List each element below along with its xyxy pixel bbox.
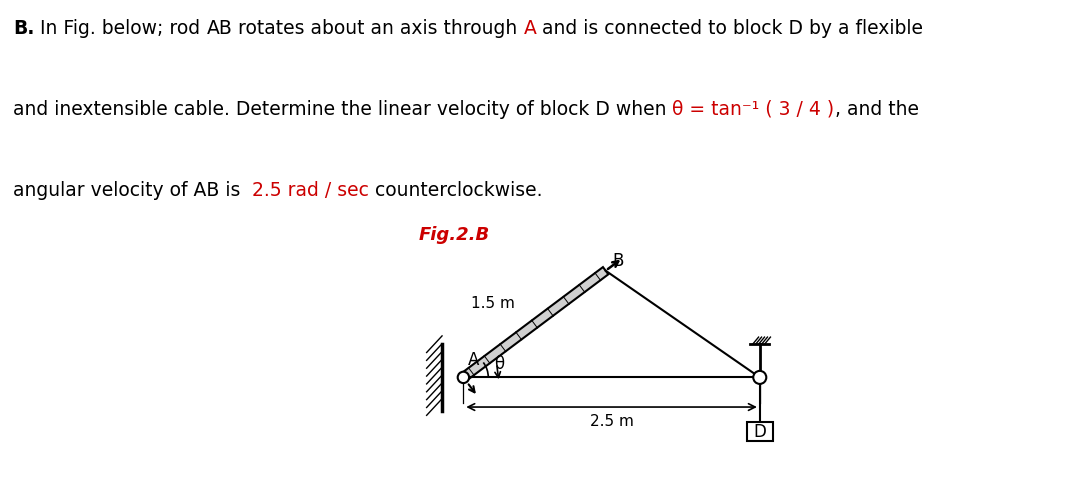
Text: θ = tan⁻¹ ( 3 / 4 ): θ = tan⁻¹ ( 3 / 4 ) [673,99,835,119]
Bar [746,423,773,441]
Text: , and the: , and the [835,99,919,119]
Text: AB: AB [206,18,232,38]
Text: B.: B. [13,18,35,38]
Text: Fig.2.B: Fig.2.B [418,226,489,243]
Text: and inextensible cable. Determine the linear velocity of block D when: and inextensible cable. Determine the li… [13,99,673,119]
Text: 2.5 m: 2.5 m [590,414,634,429]
Text: counterclockwise.: counterclockwise. [369,181,543,200]
Polygon shape [461,267,608,381]
Circle shape [753,371,767,384]
Text: 1.5 m: 1.5 m [471,296,515,311]
Text: 2.5 rad / sec: 2.5 rad / sec [253,181,369,200]
Circle shape [458,372,469,383]
Text: rotates about an axis through: rotates about an axis through [232,18,524,38]
Text: B: B [612,252,624,270]
Text: A: A [524,18,537,38]
Text: angular velocity of AB is: angular velocity of AB is [13,181,253,200]
Text: In Fig. below; rod: In Fig. below; rod [35,18,206,38]
Text: A: A [468,351,480,369]
Text: D: D [754,423,766,441]
Text: θ: θ [495,355,504,373]
Text: and is connected to block D by a flexible: and is connected to block D by a flexibl… [537,18,923,38]
